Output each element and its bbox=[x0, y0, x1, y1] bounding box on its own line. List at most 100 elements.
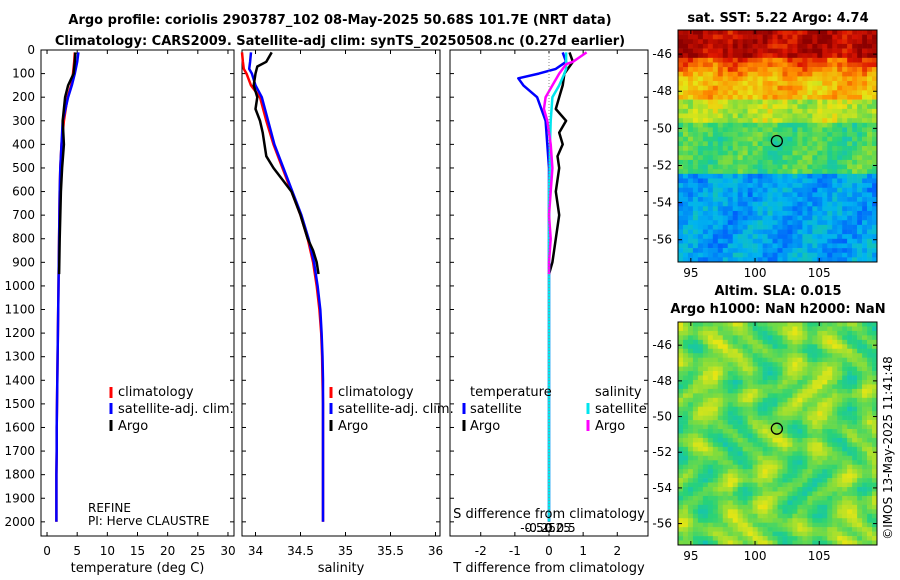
map-cell bbox=[847, 330, 853, 336]
map-cell bbox=[792, 34, 798, 40]
map-cell bbox=[872, 122, 878, 128]
map-cell bbox=[777, 224, 783, 230]
map-cell bbox=[802, 30, 808, 35]
map-cell bbox=[787, 234, 793, 240]
map-cell bbox=[867, 487, 873, 492]
map-cell bbox=[822, 201, 828, 207]
map-cell bbox=[742, 536, 748, 541]
map-cell bbox=[762, 150, 768, 156]
map-cell bbox=[867, 522, 873, 528]
map-cell bbox=[737, 478, 743, 483]
map-cell bbox=[692, 473, 699, 479]
map-cell bbox=[827, 371, 833, 376]
map-cell bbox=[797, 248, 803, 254]
map-cell bbox=[787, 141, 793, 147]
map-cell bbox=[742, 215, 748, 221]
map-cell bbox=[812, 518, 818, 523]
map-cell bbox=[727, 122, 734, 128]
map-cell bbox=[697, 113, 704, 119]
map-cell bbox=[782, 210, 788, 216]
map-cell bbox=[687, 335, 694, 341]
map-cell bbox=[862, 464, 868, 470]
map-cell bbox=[717, 460, 724, 466]
map-cell bbox=[812, 76, 818, 82]
map-cell bbox=[702, 357, 709, 363]
map-cell bbox=[722, 335, 729, 341]
map-cell bbox=[857, 437, 863, 443]
map-cell bbox=[857, 379, 863, 385]
map-cell bbox=[782, 243, 788, 249]
map-cell bbox=[822, 437, 828, 443]
map-cell bbox=[722, 206, 729, 212]
map-cell bbox=[697, 344, 704, 350]
map-cell bbox=[812, 192, 818, 198]
map-cell bbox=[757, 406, 763, 412]
map-cell bbox=[857, 531, 863, 537]
map-cell bbox=[707, 513, 714, 519]
map-cell bbox=[747, 455, 753, 461]
map-cell bbox=[777, 94, 783, 100]
map-cell bbox=[842, 460, 848, 466]
map-cell bbox=[827, 132, 833, 138]
map-cell bbox=[862, 393, 868, 399]
map-cell bbox=[857, 243, 863, 249]
series-line-salinity-argo bbox=[542, 51, 588, 275]
map-cell bbox=[847, 136, 853, 142]
map-cell bbox=[762, 393, 768, 399]
map-cell bbox=[822, 53, 828, 59]
map-cell bbox=[782, 252, 788, 258]
map-cell bbox=[737, 433, 743, 439]
map-cell bbox=[817, 406, 823, 412]
map-cell bbox=[857, 57, 863, 63]
map-cell bbox=[867, 460, 873, 466]
map-cell bbox=[757, 76, 763, 82]
map-cell bbox=[832, 513, 838, 519]
map-cell bbox=[767, 540, 773, 546]
map-cell bbox=[847, 504, 853, 510]
map-cell bbox=[712, 220, 719, 226]
map-cell bbox=[777, 388, 783, 394]
map-cell bbox=[692, 446, 699, 452]
map-cell bbox=[872, 30, 878, 35]
map-cell bbox=[712, 344, 719, 350]
map-cell bbox=[717, 362, 724, 367]
map-cell bbox=[752, 183, 758, 189]
map-cell bbox=[812, 402, 818, 408]
map-cell bbox=[807, 402, 813, 408]
x-tick-label: 0 bbox=[545, 544, 553, 558]
y-tick-label: 1300 bbox=[4, 350, 35, 364]
map-cell bbox=[702, 397, 709, 403]
map-cell bbox=[822, 215, 828, 221]
map-cell bbox=[837, 108, 843, 114]
map-cell bbox=[742, 173, 748, 179]
map-cell bbox=[812, 257, 818, 263]
map-cell bbox=[697, 118, 704, 124]
map-cell bbox=[782, 366, 788, 372]
map-cell bbox=[862, 229, 868, 235]
map-cell bbox=[807, 415, 813, 421]
map-cell bbox=[722, 76, 729, 82]
map-cell bbox=[717, 85, 724, 91]
map-cell bbox=[792, 108, 798, 114]
map-cell bbox=[792, 39, 798, 45]
map-cell bbox=[852, 238, 858, 244]
map-cell bbox=[792, 113, 798, 119]
map-cell bbox=[762, 473, 768, 479]
map-cell bbox=[782, 393, 788, 399]
map-cell bbox=[857, 504, 863, 510]
map-cell bbox=[772, 108, 778, 114]
map-cell bbox=[712, 335, 719, 341]
map-cell bbox=[837, 388, 843, 394]
map-cell bbox=[757, 243, 763, 249]
map-cell bbox=[872, 183, 878, 189]
map-cell bbox=[737, 446, 743, 452]
map-cell bbox=[762, 159, 768, 165]
map-cell bbox=[762, 495, 768, 501]
map-cell bbox=[842, 362, 848, 367]
map-cell bbox=[682, 238, 689, 244]
map-cell bbox=[757, 164, 763, 170]
map-cell bbox=[722, 150, 729, 156]
map-cell bbox=[767, 178, 773, 184]
map-cell bbox=[757, 136, 763, 142]
map-cell bbox=[817, 197, 823, 202]
